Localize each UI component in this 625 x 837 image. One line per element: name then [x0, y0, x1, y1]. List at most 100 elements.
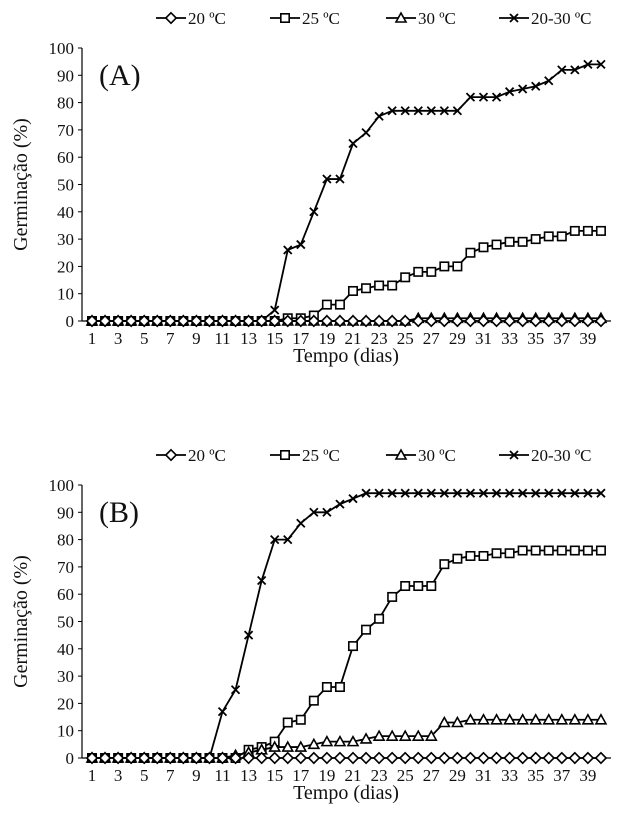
x-tick-label: 7 [166, 329, 175, 348]
data-point [542, 713, 556, 725]
data-point [387, 591, 398, 602]
data-point [374, 488, 384, 498]
series-line [92, 718, 601, 759]
y-tick-label: 20 [57, 257, 74, 276]
data-point [424, 729, 438, 741]
data-point [242, 751, 255, 765]
data-point [150, 314, 164, 328]
data-point [411, 729, 425, 741]
data-point [439, 106, 449, 116]
data-point [594, 713, 608, 725]
data-point [478, 242, 489, 253]
data-point [596, 59, 606, 70]
data-point [385, 729, 399, 741]
data-point [296, 518, 306, 528]
data-point [465, 550, 476, 561]
data-point [385, 751, 399, 765]
x-tick-label: 11 [214, 766, 230, 785]
data-point [439, 488, 449, 498]
data-point [569, 545, 580, 556]
data-point [490, 713, 503, 725]
data-point [334, 299, 345, 310]
data-point [150, 751, 164, 765]
data-point [268, 751, 282, 765]
data-point [437, 715, 451, 728]
data-point [516, 713, 530, 725]
x-tick-label: 19 [318, 329, 335, 348]
series-1 [85, 314, 608, 328]
x-tick-label: 27 [423, 766, 441, 785]
data-point [504, 87, 515, 97]
data-point [490, 751, 503, 765]
data-point [426, 106, 436, 116]
data-point [557, 488, 567, 498]
data-point [594, 751, 608, 765]
data-point [400, 272, 411, 283]
data-point [346, 734, 360, 747]
data-point [361, 624, 372, 635]
data-point [398, 729, 412, 741]
x-tick-label: 23 [371, 329, 388, 348]
data-point [282, 717, 293, 728]
data-point [582, 545, 593, 556]
y-tick-label: 30 [57, 667, 74, 686]
data-point [230, 685, 241, 695]
data-point [477, 713, 490, 725]
legend-entry: 25 ºC [270, 9, 340, 28]
data-point [438, 314, 451, 328]
y-tick-label: 10 [57, 722, 74, 741]
x-tick-label: 17 [292, 766, 310, 785]
data-point [581, 713, 595, 725]
data-point [320, 314, 334, 328]
x-tick-label: 13 [240, 329, 257, 348]
data-point [555, 751, 569, 765]
data-point [464, 751, 477, 765]
data-point [387, 280, 398, 291]
x-tick-label: 9 [192, 329, 201, 348]
x-axis-label: Tempo (dias) [293, 782, 399, 804]
data-point [465, 92, 476, 102]
x-tick-label: 25 [397, 329, 414, 348]
y-tick-label: 10 [57, 285, 74, 304]
series-3 [85, 713, 608, 763]
data-point [190, 751, 203, 765]
data-point [595, 225, 606, 236]
data-point [270, 534, 280, 545]
x-tick-label: 13 [240, 766, 257, 785]
data-point [568, 314, 582, 328]
data-point [242, 314, 255, 328]
data-point [111, 751, 125, 765]
x-tick-label: 27 [423, 329, 441, 348]
data-point [478, 550, 489, 561]
data-point [583, 59, 593, 70]
data-point [361, 283, 372, 294]
y-tick-label: 80 [57, 94, 74, 113]
series-2 [87, 225, 606, 326]
data-point [137, 314, 151, 328]
legend-label: 25 ºC [302, 9, 340, 28]
data-point [361, 488, 371, 498]
x-tick-label: 25 [397, 766, 414, 785]
data-point [569, 225, 580, 236]
data-point [372, 314, 386, 328]
data-point [283, 245, 293, 255]
data-point [595, 545, 606, 556]
x-tick-label: 33 [501, 766, 518, 785]
data-point [543, 231, 554, 242]
data-point [335, 174, 345, 184]
legend-entry: 25 ºC [270, 446, 340, 465]
data-point [555, 314, 569, 328]
data-point [296, 239, 306, 250]
data-point [464, 713, 477, 725]
data-point [177, 751, 190, 765]
data-point [542, 314, 556, 328]
x-tick-label: 39 [579, 766, 596, 785]
y-tick-label: 40 [57, 640, 74, 659]
data-point [322, 507, 332, 517]
data-point [400, 581, 411, 592]
data-point [283, 534, 293, 545]
data-point [385, 314, 399, 328]
data-point [426, 488, 436, 498]
data-point [516, 751, 529, 765]
